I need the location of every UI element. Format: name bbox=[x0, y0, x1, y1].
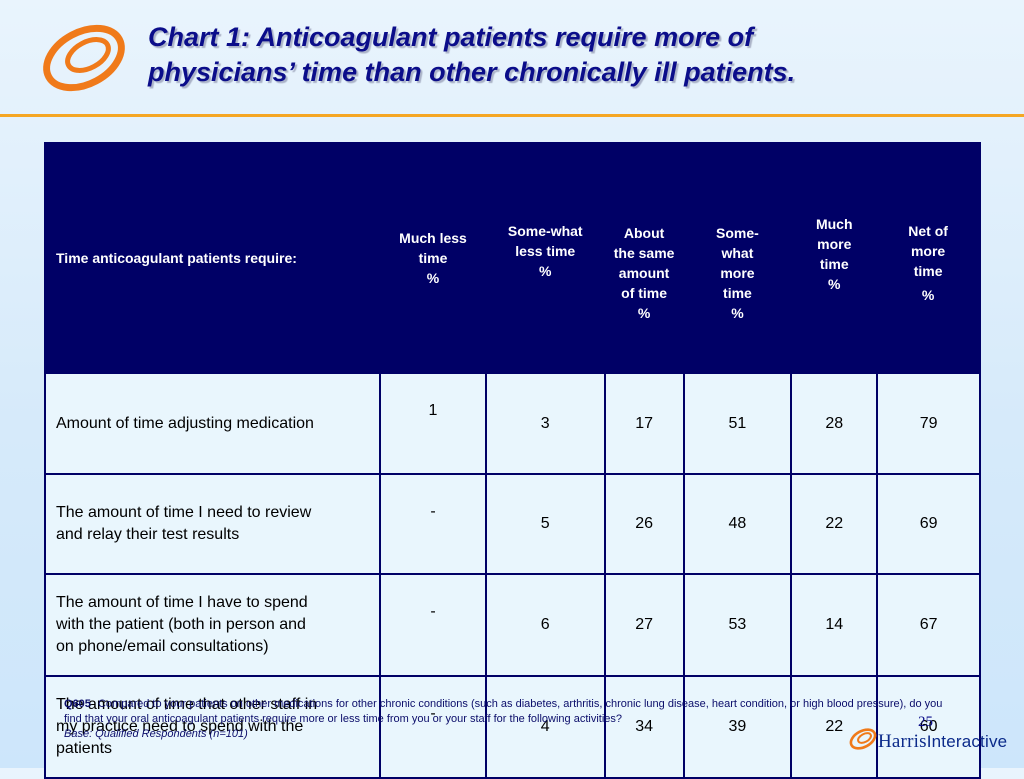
column-header-line: % bbox=[637, 305, 651, 321]
value-cell: 60 bbox=[876, 675, 981, 779]
column-header: Much more time % bbox=[791, 143, 878, 373]
row-label: Amount of time adjusting medication bbox=[43, 372, 382, 475]
value-cell: - bbox=[379, 573, 487, 677]
value-cell: 26 bbox=[603, 473, 685, 575]
value-cell: 5 bbox=[484, 473, 606, 575]
column-header-line: of time bbox=[621, 285, 668, 301]
harris-interactive-swirl-icon bbox=[849, 728, 877, 750]
column-header: Net of more time % bbox=[877, 143, 980, 373]
value-cell: 69 bbox=[876, 473, 981, 575]
question-text-block: Q605 Compared to your patients on other … bbox=[64, 697, 944, 727]
column-header-line: more bbox=[720, 265, 755, 281]
brand-logo: HarrisInteractive bbox=[848, 726, 1008, 754]
value-cell: 34 bbox=[603, 675, 685, 779]
column-header-line: % bbox=[426, 270, 440, 286]
title-line-1: Chart 1: Anticoagulant patients require … bbox=[148, 22, 754, 52]
column-header-line: Some- bbox=[716, 225, 759, 241]
row-header-label: Time anticoagulant patients require: bbox=[45, 143, 381, 373]
value-cell: 53 bbox=[682, 573, 793, 677]
row-label-line: Amount of time adjusting medication bbox=[56, 414, 314, 432]
column-header-line: more bbox=[910, 243, 946, 259]
value-cell: 3 bbox=[484, 372, 606, 475]
value-cell: 51 bbox=[682, 372, 793, 475]
row-label: The amount of time I need to review and … bbox=[43, 473, 382, 575]
value-cell: 28 bbox=[790, 372, 879, 475]
column-header-line: time bbox=[418, 250, 448, 266]
table-header-row: Time anticoagulant patients require: Muc… bbox=[45, 143, 980, 373]
column-header-line: time bbox=[723, 285, 752, 301]
column-header: Some- what more time % bbox=[683, 143, 792, 373]
row-label-line: on phone/email consultations) bbox=[56, 638, 269, 655]
question-text: Compared to your patients on other medic… bbox=[64, 698, 943, 725]
column-header-line: % bbox=[828, 276, 841, 292]
column-header-line: % bbox=[921, 287, 935, 303]
question-id: Q605 bbox=[64, 698, 91, 710]
column-header-line: Some-what bbox=[507, 223, 583, 239]
column-header-line: the same bbox=[613, 245, 675, 261]
slide-title: Chart 1: Anticoagulant patients require … bbox=[148, 20, 1008, 90]
row-label-line: my practice need to spend with the bbox=[56, 718, 304, 735]
footnote: Q605 Compared to your patients on other … bbox=[64, 697, 944, 742]
value-cell: 48 bbox=[682, 473, 793, 575]
column-header: Much less time % bbox=[380, 143, 486, 373]
value-cell: 4 bbox=[484, 675, 606, 779]
row-label-line: The amount of time that other staff in bbox=[56, 696, 318, 713]
row-label: The amount of time I have to spend with … bbox=[43, 573, 382, 677]
value-cell: 79 bbox=[876, 372, 981, 475]
page-number: 25 bbox=[918, 714, 933, 730]
row-label-line: and relay their test results bbox=[56, 526, 240, 543]
value-cell: 22 bbox=[790, 675, 879, 779]
value-cell: 67 bbox=[876, 573, 981, 677]
results-table: Time anticoagulant patients require: Muc… bbox=[43, 142, 981, 779]
column-header-line: Much bbox=[815, 216, 853, 232]
column-header: About the same amount of time % bbox=[604, 143, 684, 373]
value-cell: 6 bbox=[484, 573, 606, 677]
value-cell: 27 bbox=[603, 573, 685, 677]
column-header: Some-what less time % bbox=[485, 143, 605, 373]
row-label-line: The amount of time I need to review bbox=[56, 504, 312, 521]
column-header-line: time bbox=[913, 263, 943, 279]
brand-name-part2: Interactive bbox=[926, 732, 1008, 751]
column-header-line: less time bbox=[515, 243, 576, 259]
row-label-line: patients bbox=[56, 740, 113, 757]
value-cell: 22 bbox=[790, 473, 879, 575]
column-header-line: what bbox=[721, 245, 754, 261]
value-cell: 39 bbox=[682, 675, 793, 779]
column-header-line: % bbox=[539, 263, 552, 279]
column-header-line: % bbox=[731, 305, 744, 321]
table-row: The amount of time I need to review and … bbox=[43, 473, 981, 575]
value-cell: 14 bbox=[790, 573, 879, 677]
column-header-line: time bbox=[819, 256, 849, 272]
column-header-line: more bbox=[817, 236, 852, 252]
title-divider bbox=[0, 114, 1024, 117]
value-cell: 1 bbox=[379, 372, 487, 475]
row-label-line: with the patient (both in person and bbox=[56, 616, 306, 633]
column-header-line: About bbox=[623, 225, 665, 241]
column-header-line: Much less bbox=[399, 230, 467, 246]
column-header-line: amount bbox=[618, 265, 670, 281]
table-row: Amount of time adjusting medication 1 3 … bbox=[43, 372, 981, 475]
value-cell: - bbox=[379, 473, 487, 575]
table-row: The amount of time I have to spend with … bbox=[43, 573, 981, 677]
title-line-2: physicians’ time than other chronically … bbox=[148, 57, 796, 87]
base-note: Base: Qualified Respondents (n=101) bbox=[64, 728, 248, 740]
brand-name-part1: Harris bbox=[878, 731, 927, 752]
harris-logo-icon bbox=[43, 24, 125, 92]
value-cell: 17 bbox=[603, 372, 685, 475]
row-label-line: The amount of time I have to spend bbox=[56, 594, 308, 611]
column-header-line: Net of bbox=[908, 223, 948, 239]
brand-wordmark: HarrisInteractive bbox=[878, 731, 1007, 753]
